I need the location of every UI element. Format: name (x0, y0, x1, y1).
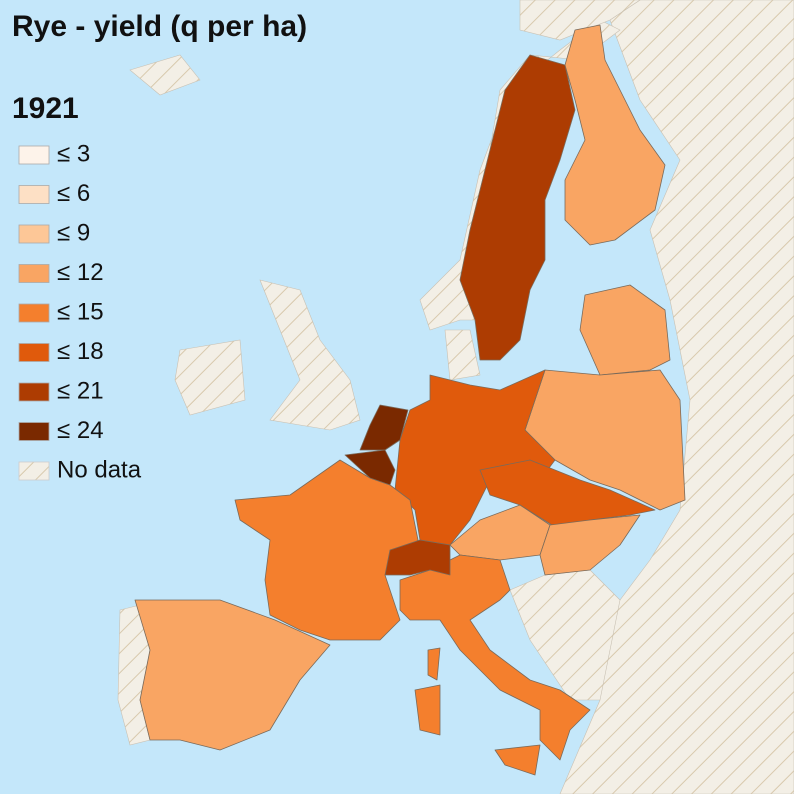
legend-swatch (18, 185, 50, 204)
legend-swatch (18, 343, 50, 362)
legend-swatch (18, 422, 50, 441)
legend-swatch (18, 264, 50, 283)
legend-label: ≤ 21 (57, 377, 104, 404)
legend-label: ≤ 24 (57, 417, 104, 444)
legend-swatch (18, 382, 50, 402)
legend-swatch (18, 145, 50, 165)
legend-label: ≤ 6 (57, 180, 90, 207)
legend-label: ≤ 18 (57, 338, 104, 365)
legend-label: ≤ 12 (57, 259, 104, 286)
legend-title: 1921 (12, 92, 79, 125)
legend-swatch-no-data (18, 461, 50, 481)
legend-label: ≤ 3 (57, 140, 90, 167)
map-title: Rye - yield (q per ha) (12, 10, 307, 43)
legend-label: No data (57, 456, 142, 483)
legend-label: ≤ 9 (57, 219, 90, 246)
legend: ≤ 3 ≤ 6 ≤ 9 ≤ 12 ≤ 15 ≤ 18 ≤ 21 ≤ 24 No data (18, 140, 142, 483)
legend-label: ≤ 15 (57, 298, 104, 325)
legend-swatch (18, 224, 50, 244)
legend-swatch (18, 303, 50, 323)
countries (134, 24, 686, 776)
